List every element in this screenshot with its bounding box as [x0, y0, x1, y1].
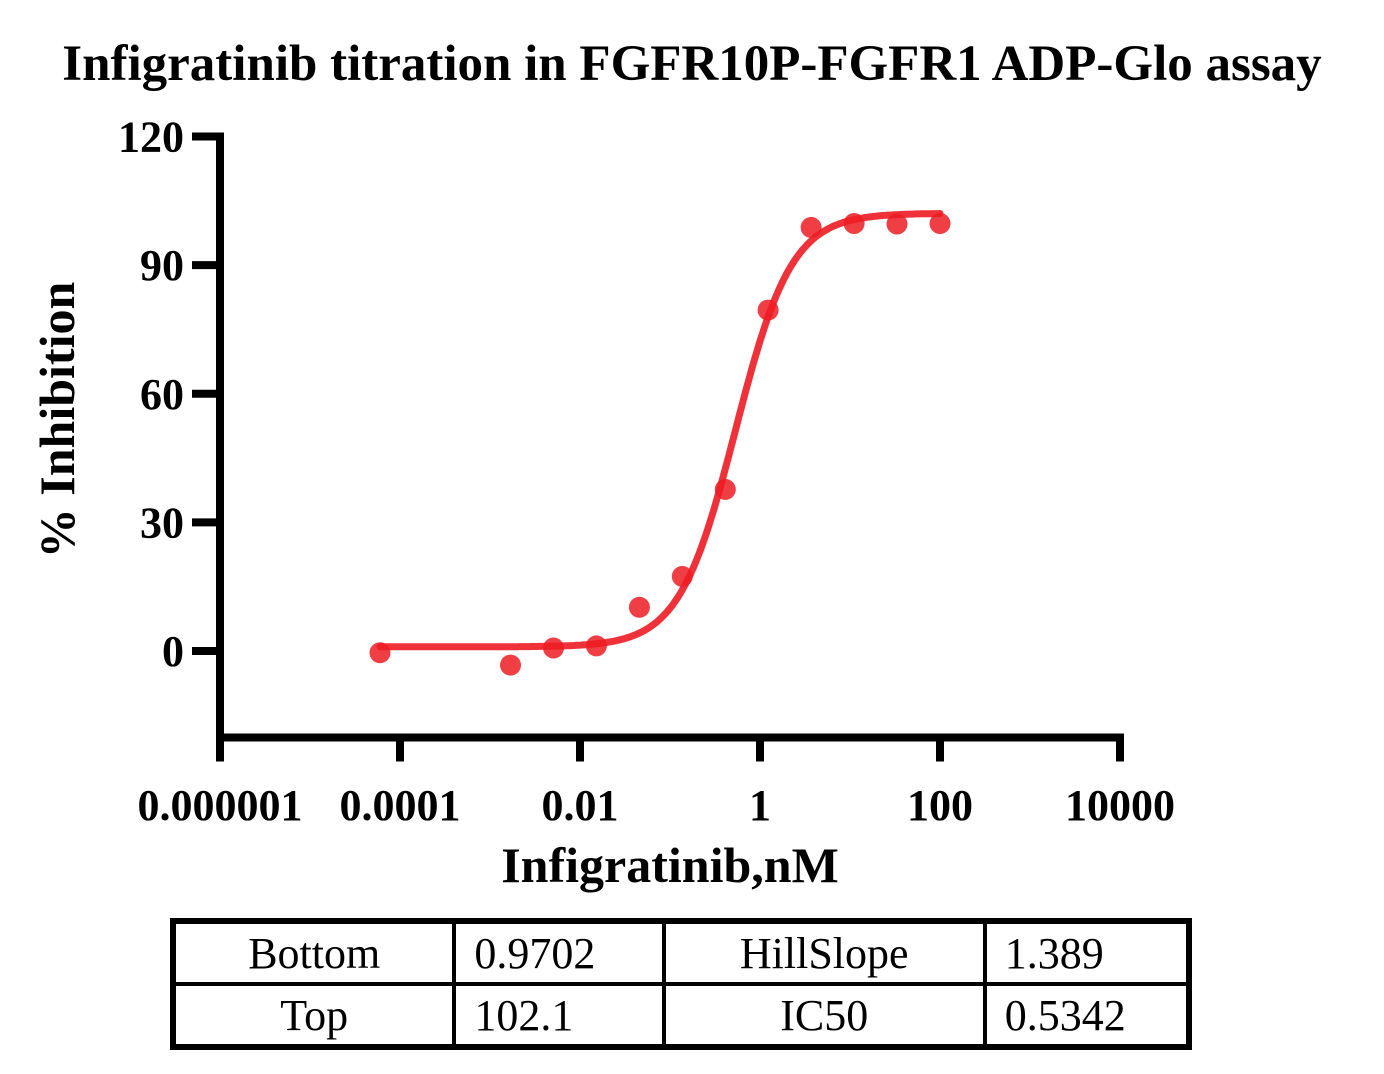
x-axis-tick — [756, 737, 764, 762]
fit-param-label: HillSlope — [661, 919, 987, 986]
fit-table-row: Top 102.1 IC50 0.5342 — [170, 982, 1192, 1049]
data-series-layer — [369, 210, 951, 676]
fit-parameters-table: Bottom 0.9702 HillSlope 1.389 Top 102.1 … — [170, 918, 1192, 1050]
y-tick-label: 0 — [162, 627, 184, 676]
fit-table-row: Bottom 0.9702 HillSlope 1.389 — [170, 919, 1192, 986]
y-axis-title: % Inhibition — [29, 282, 85, 559]
y-axis-tick — [192, 647, 220, 655]
x-tick-label: 1 — [749, 781, 771, 830]
fit-param-value: 1.389 — [982, 919, 1192, 986]
x-axis-line — [216, 733, 1124, 742]
data-point — [628, 596, 650, 618]
chart-title: Infigratinib titration in FGFR10P-FGFR1 … — [62, 36, 1322, 92]
data-point — [500, 654, 521, 676]
y-axis-tick — [192, 132, 220, 141]
x-axis-tick — [216, 737, 224, 762]
fit-curve — [376, 210, 944, 651]
y-tick-label: 60 — [140, 370, 184, 419]
fit-param-label: IC50 — [661, 982, 987, 1049]
x-axis-tick — [1116, 737, 1124, 762]
data-point — [929, 213, 951, 234]
y-tick-label: 90 — [140, 241, 184, 290]
x-axis-tick — [576, 737, 584, 762]
y-tick-label: 120 — [118, 113, 184, 162]
fit-param-label: Bottom — [170, 919, 457, 986]
x-tick-label: 100 — [907, 781, 973, 830]
x-axis-tick — [936, 737, 944, 762]
fit-param-value: 102.1 — [452, 982, 666, 1049]
axes-layer: 0 30 60 90 120 0.000001 0.0001 0.01 1 100 10000 — [118, 113, 1175, 831]
x-tick-label: 0.000001 — [138, 781, 303, 830]
fit-param-value: 0.9702 — [452, 919, 666, 986]
x-axis-tick — [396, 737, 404, 762]
y-tick-label: 30 — [140, 498, 184, 547]
fit-param-value: 0.5342 — [982, 982, 1192, 1049]
y-axis-tick — [192, 261, 220, 270]
x-tick-label: 10000 — [1065, 781, 1175, 830]
dose-response-plot: 0 30 60 90 120 0.000001 0.0001 0.01 1 100 10000 In… — [29, 113, 1175, 894]
y-axis-line — [216, 132, 224, 742]
y-axis-tick — [192, 518, 220, 527]
y-axis-tick — [192, 389, 220, 398]
fit-param-label: Top — [170, 982, 457, 1049]
x-axis-title: Infigratinib,nM — [501, 837, 839, 893]
x-tick-label: 0.01 — [542, 781, 619, 830]
data-point — [886, 213, 908, 235]
x-tick-label: 0.0001 — [340, 781, 461, 830]
